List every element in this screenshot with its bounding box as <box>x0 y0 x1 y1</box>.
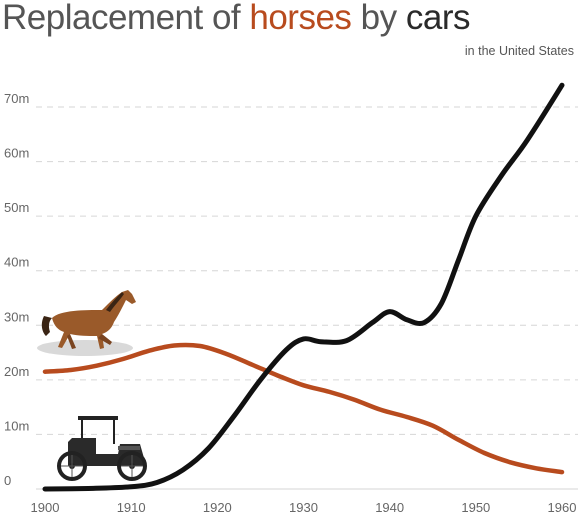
title-prefix: Replacement of <box>2 0 250 37</box>
x-tick-label: 1960 <box>548 500 577 515</box>
chart-title: Replacement of horses by cars <box>2 0 470 38</box>
y-tick-label: 70m <box>4 91 29 106</box>
x-tick-label: 1910 <box>117 500 146 515</box>
y-tick-label: 20m <box>4 364 29 379</box>
y-tick-label: 30m <box>4 309 29 324</box>
series-line-cars <box>42 82 565 492</box>
title-cars: cars <box>405 0 471 37</box>
x-axis-ticks: 1900 1910 1920 1930 1940 1950 1960 <box>31 500 577 515</box>
y-axis-ticks: 0 10m 20m 30m 40m 50m 60m 70m <box>4 91 29 488</box>
x-tick-label: 1930 <box>289 500 318 515</box>
title-horses: horses <box>249 0 352 37</box>
horse-icon <box>37 290 136 356</box>
y-tick-label: 0 <box>4 473 11 488</box>
x-tick-label: 1940 <box>375 500 404 515</box>
x-tick-label: 1920 <box>203 500 232 515</box>
x-tick-label: 1950 <box>461 500 490 515</box>
y-tick-label: 60m <box>4 146 29 161</box>
chart-subtitle: in the United States <box>464 44 574 58</box>
y-tick-label: 50m <box>4 200 29 215</box>
title-middle: by <box>351 0 406 37</box>
y-tick-label: 40m <box>4 255 29 270</box>
car-icon <box>57 416 147 481</box>
y-tick-label: 10m <box>4 418 29 433</box>
series-line-horses <box>42 342 565 475</box>
x-tick-label: 1900 <box>31 500 60 515</box>
